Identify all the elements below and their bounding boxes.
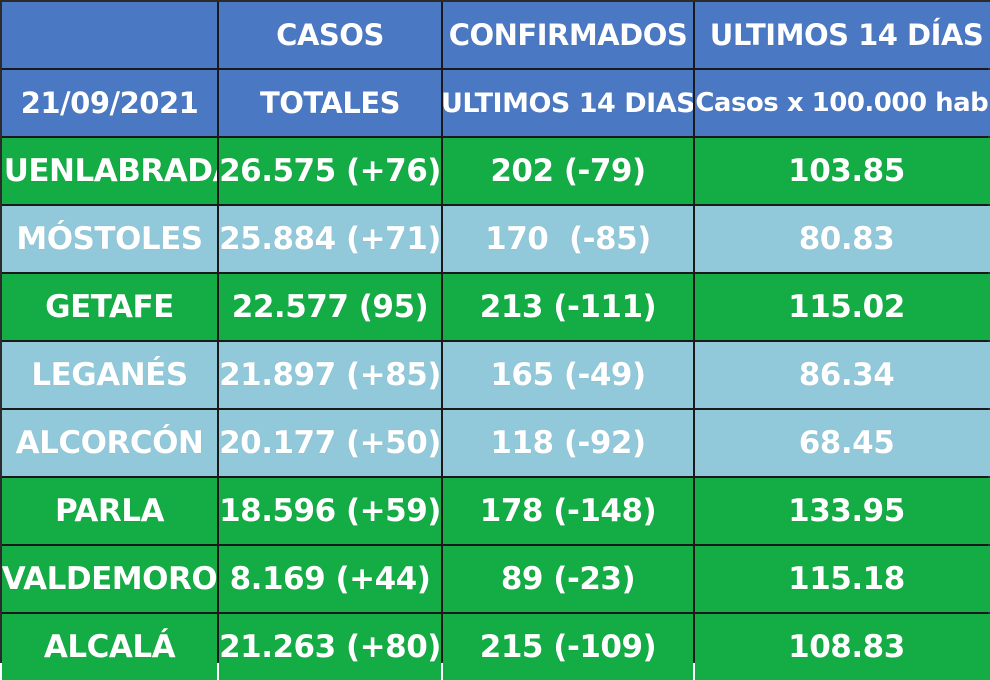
last14-cases-cell: 89 (-23) — [443, 546, 693, 612]
header-ultimos-14-dias-confirmed: ULTIMOS 14 DIAS — [443, 70, 693, 136]
total-cases-cell: 22.577 (95) — [219, 274, 441, 340]
header-date: 21/09/2021 — [2, 70, 217, 136]
rate-cell: 115.02 — [695, 274, 990, 340]
header-corner-cell — [2, 2, 217, 68]
rate-cell: 68.45 — [695, 410, 990, 476]
last14-cases-cell: 213 (-111) — [443, 274, 693, 340]
last14-cases-cell: 165 (-49) — [443, 342, 693, 408]
total-cases-cell: 26.575 (+76) — [219, 138, 441, 204]
last14-cases-cell: 215 (-109) — [443, 614, 693, 680]
last14-cases-cell: 202 (-79) — [443, 138, 693, 204]
total-cases-cell: 21.897 (+85) — [219, 342, 441, 408]
total-cases-cell: 25.884 (+71) — [219, 206, 441, 272]
city-cell: ALCALÁ — [2, 614, 217, 680]
last14-cases-cell: 178 (-148) — [443, 478, 693, 544]
total-cases-cell: 18.596 (+59) — [219, 478, 441, 544]
last14-cases-cell: 170 (-85) — [443, 206, 693, 272]
city-cell: VALDEMORO — [2, 546, 217, 612]
rate-cell: 80.83 — [695, 206, 990, 272]
total-cases-cell: 20.177 (+50) — [219, 410, 441, 476]
city-cell: GETAFE — [2, 274, 217, 340]
rate-cell: 115.18 — [695, 546, 990, 612]
rate-cell: 86.34 — [695, 342, 990, 408]
header-casos: CASOS — [219, 2, 441, 68]
last14-cases-cell: 118 (-92) — [443, 410, 693, 476]
total-cases-cell: 21.263 (+80) — [219, 614, 441, 680]
city-cell: LEGANÉS — [2, 342, 217, 408]
header-totales: TOTALES — [219, 70, 441, 136]
city-cell: PARLA — [2, 478, 217, 544]
header-confirmados: CONFIRMADOS — [443, 2, 693, 68]
total-cases-cell: 8.169 (+44) — [219, 546, 441, 612]
city-cell: FUENLABRADA — [2, 138, 217, 204]
header-rate-per-100k: Casos x 100.000 hab. — [695, 70, 990, 136]
rate-cell: 133.95 — [695, 478, 990, 544]
city-cell: ALCORCÓN — [2, 410, 217, 476]
city-cell: MÓSTOLES — [2, 206, 217, 272]
rate-cell: 108.83 — [695, 614, 990, 680]
rate-cell: 103.85 — [695, 138, 990, 204]
header-ultimos-14-dias: ULTIMOS 14 DÍAS — [695, 2, 990, 68]
